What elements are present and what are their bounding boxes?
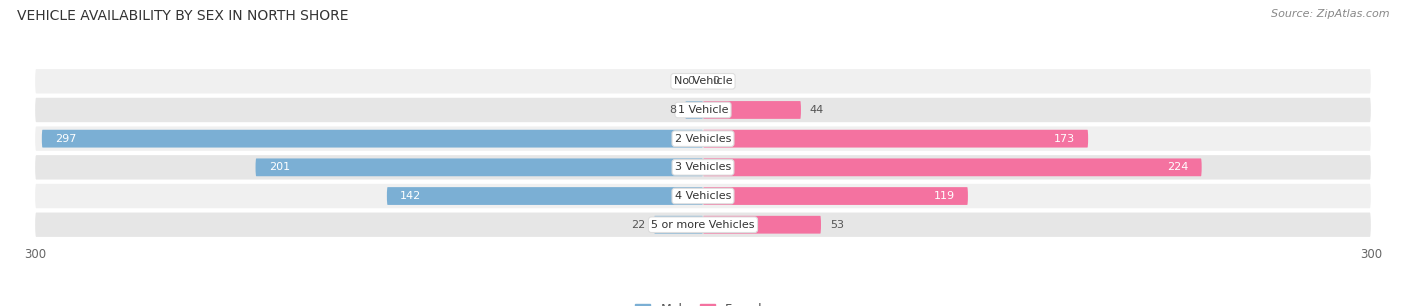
Text: 201: 201 [269, 162, 290, 172]
FancyBboxPatch shape [35, 213, 1371, 237]
Text: 53: 53 [830, 220, 844, 230]
FancyBboxPatch shape [35, 69, 1371, 93]
Text: 173: 173 [1053, 134, 1074, 144]
Legend: Male, Female: Male, Female [630, 298, 776, 306]
FancyBboxPatch shape [703, 216, 821, 233]
Text: 1 Vehicle: 1 Vehicle [678, 105, 728, 115]
FancyBboxPatch shape [42, 130, 703, 147]
Text: 2 Vehicles: 2 Vehicles [675, 134, 731, 144]
Text: 44: 44 [810, 105, 824, 115]
Text: 0: 0 [711, 76, 718, 86]
Text: 5 or more Vehicles: 5 or more Vehicles [651, 220, 755, 230]
FancyBboxPatch shape [35, 98, 1371, 122]
Text: 297: 297 [55, 134, 76, 144]
Text: No Vehicle: No Vehicle [673, 76, 733, 86]
Text: 3 Vehicles: 3 Vehicles [675, 162, 731, 172]
Text: VEHICLE AVAILABILITY BY SEX IN NORTH SHORE: VEHICLE AVAILABILITY BY SEX IN NORTH SHO… [17, 9, 349, 23]
FancyBboxPatch shape [35, 184, 1371, 208]
FancyBboxPatch shape [685, 101, 703, 119]
FancyBboxPatch shape [387, 187, 703, 205]
Text: Source: ZipAtlas.com: Source: ZipAtlas.com [1271, 9, 1389, 19]
Text: 142: 142 [401, 191, 422, 201]
Text: 4 Vehicles: 4 Vehicles [675, 191, 731, 201]
FancyBboxPatch shape [703, 187, 967, 205]
Text: 224: 224 [1167, 162, 1188, 172]
Text: 8: 8 [669, 105, 676, 115]
Text: 22: 22 [631, 220, 645, 230]
FancyBboxPatch shape [35, 126, 1371, 151]
Text: 119: 119 [934, 191, 955, 201]
Text: 0: 0 [688, 76, 695, 86]
FancyBboxPatch shape [35, 155, 1371, 180]
FancyBboxPatch shape [703, 159, 1202, 176]
FancyBboxPatch shape [654, 216, 703, 233]
FancyBboxPatch shape [256, 159, 703, 176]
FancyBboxPatch shape [703, 130, 1088, 147]
FancyBboxPatch shape [703, 101, 801, 119]
